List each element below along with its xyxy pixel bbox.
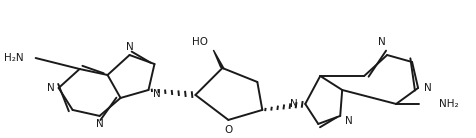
Text: NH₂: NH₂ (439, 99, 459, 109)
Text: O: O (224, 125, 232, 135)
Text: N: N (345, 116, 353, 126)
Text: H₂N: H₂N (4, 53, 24, 63)
Text: HO: HO (192, 37, 208, 47)
Text: N: N (126, 42, 133, 52)
Text: N: N (153, 89, 161, 99)
Text: N: N (96, 119, 103, 129)
Polygon shape (213, 50, 224, 69)
Text: N: N (378, 37, 386, 47)
Text: N: N (47, 83, 55, 93)
Text: N: N (289, 99, 298, 109)
Text: N: N (424, 83, 432, 93)
